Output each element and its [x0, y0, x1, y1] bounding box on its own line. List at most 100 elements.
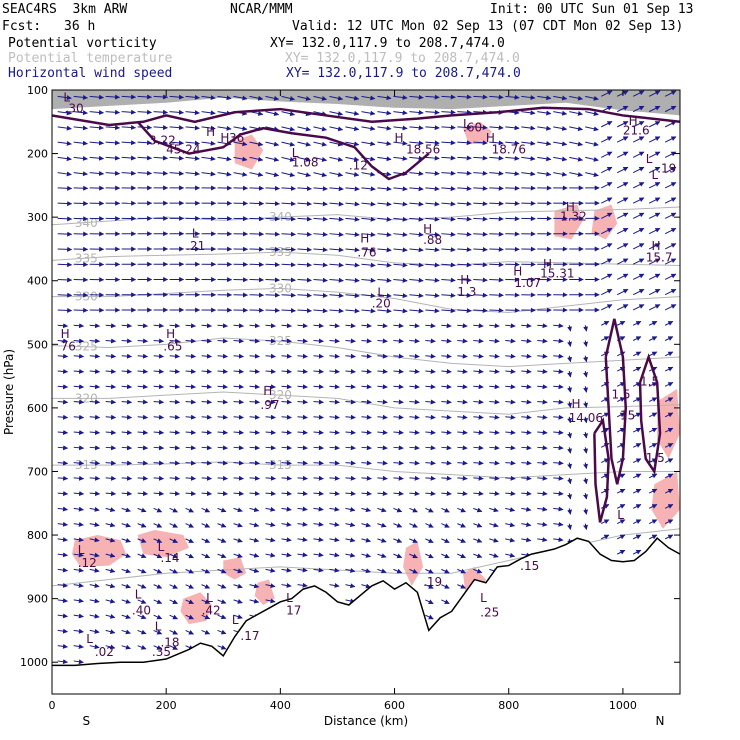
wind-vector: [281, 475, 292, 481]
pv-contour-3: [638, 353, 662, 475]
pv-annotation-53: .25: [480, 605, 499, 619]
wind-vector: [409, 445, 420, 451]
wind-vector: [249, 598, 260, 604]
wind-vector: [393, 277, 408, 283]
wind-vector: [664, 105, 677, 113]
wind-vector: [521, 140, 536, 146]
pv-annotation-8: .60: [463, 120, 482, 134]
wind-vector: [297, 156, 311, 162]
pv-annotation-36: .65: [163, 340, 182, 354]
wind-vector: [409, 186, 424, 192]
wind-vector: [281, 262, 296, 268]
model-title: SEAC4RS 3km ARW: [2, 2, 128, 17]
wind-vector: [217, 125, 232, 131]
pv-annotation-39: H: [572, 397, 581, 411]
y-tick-label-300: 300: [27, 211, 48, 224]
wind-vector: [345, 262, 360, 268]
y-tick-label-900: 900: [27, 593, 48, 606]
wind-vector: [345, 583, 356, 589]
wind-vector: [137, 583, 147, 589]
wind-vector: [345, 475, 356, 481]
wind-vector: [89, 109, 105, 115]
wind-vector: [393, 308, 408, 314]
wind-vector: [217, 368, 228, 374]
plot-frame: [51, 89, 681, 695]
wind-vector: [489, 353, 500, 359]
wind-vector: [600, 121, 613, 128]
wind-vector: [217, 414, 228, 420]
wind-vector: [377, 568, 387, 574]
wind-vector: [505, 537, 516, 543]
wind-vector: [489, 277, 504, 283]
wind-vector: [585, 111, 599, 117]
wind-vector: [329, 491, 340, 497]
wind-vector: [616, 519, 626, 525]
wind-vector: [297, 399, 308, 405]
wind-vector: [297, 247, 312, 253]
wind-vector: [473, 430, 484, 436]
pv-annotation-49: L: [617, 508, 624, 522]
field-xy-pv: XY= 132.0,117.9 to 208.7,474.0: [270, 36, 505, 51]
wind-vector: [457, 216, 472, 222]
wind-vector: [632, 151, 645, 158]
wind-vector: [616, 197, 629, 204]
wind-vector: [105, 430, 117, 436]
wind-vector: [409, 201, 424, 207]
wind-vector: [567, 523, 573, 531]
wind-vector: [153, 384, 165, 390]
wind-vector: [73, 659, 84, 665]
wind-vector: [457, 186, 472, 192]
wind-vector: [297, 141, 311, 147]
x-tick-label-200: 200: [156, 699, 177, 712]
wind-vector: [297, 430, 308, 436]
wind-vector: [73, 368, 85, 374]
wind-vector: [473, 445, 484, 451]
wind-vector: [537, 537, 548, 543]
wind-vector: [393, 491, 404, 497]
wind-vector: [361, 171, 376, 177]
wind-vector: [393, 507, 403, 513]
wind-vector: [505, 140, 520, 146]
wind-vector: [632, 212, 645, 219]
wind-vector: [297, 186, 312, 192]
pv-annotation-33: H: [61, 327, 70, 341]
wind-vector: [425, 445, 436, 451]
wind-vector: [249, 338, 260, 344]
wind-vector: [313, 475, 324, 481]
wind-vector: [632, 105, 645, 113]
wind-vector: [489, 537, 499, 543]
wind-vector: [329, 445, 340, 451]
wind-vector: [409, 94, 424, 100]
pv-annotation-37: H: [263, 384, 272, 398]
wind-vector: [632, 427, 642, 433]
wind-vector: [329, 414, 340, 420]
wind-vector: [425, 384, 436, 390]
wind-vector: [201, 384, 212, 390]
wind-vector: [297, 277, 312, 283]
wind-vector: [281, 185, 296, 191]
wind-vector: [121, 430, 133, 436]
wind-vector: [313, 231, 328, 237]
wind-vector: [473, 246, 488, 252]
wind-vector: [521, 445, 532, 451]
wind-vector: [409, 368, 420, 374]
wind-vector: [73, 598, 84, 604]
wind-vector: [89, 155, 105, 161]
wind-vector: [121, 155, 137, 161]
wind-vector: [473, 231, 488, 237]
wind-vector: [473, 399, 484, 405]
wind-vector: [169, 338, 181, 344]
wind-vector: [664, 212, 677, 219]
theta-contour-325: [52, 337, 680, 368]
wind-vector: [249, 414, 260, 420]
wind-vector: [393, 538, 403, 543]
wind-vector: [345, 506, 356, 512]
wind-vector: [616, 412, 626, 418]
wind-vector: [89, 140, 105, 146]
wind-vector: [553, 368, 564, 374]
pv-annotation-11: L: [292, 146, 299, 160]
wind-vector: [249, 537, 260, 543]
wind-vector: [217, 599, 227, 604]
wind-vector: [89, 613, 100, 619]
wind-vector: [632, 504, 642, 509]
